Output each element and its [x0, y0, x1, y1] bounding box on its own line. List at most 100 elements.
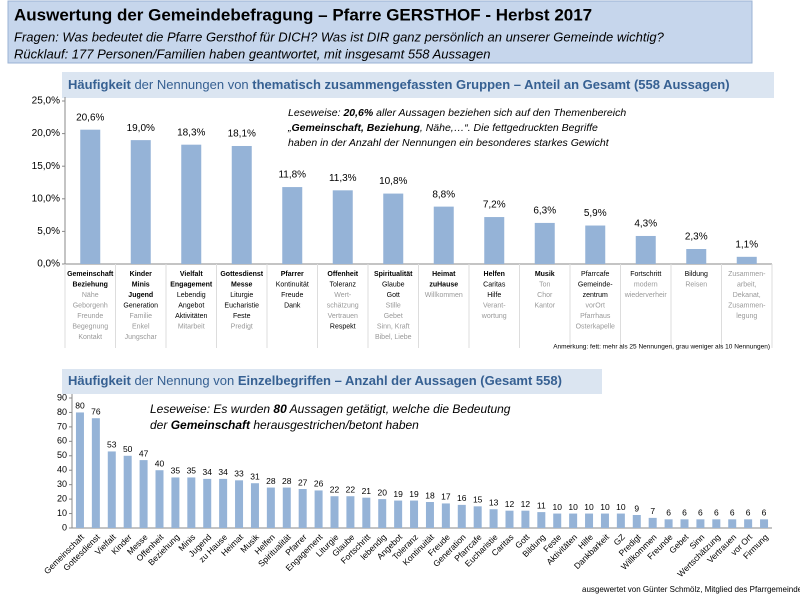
- value-label: 33: [234, 469, 244, 479]
- x-tick-label: Generation: [123, 302, 158, 309]
- value-label: 28: [266, 476, 276, 486]
- y-tick-label: 80: [57, 407, 67, 417]
- x-tick-label: Willkommen: [425, 292, 463, 299]
- value-label: 20: [377, 487, 387, 497]
- chart-title-box: [62, 369, 602, 394]
- bar: [314, 490, 323, 528]
- bar: [250, 483, 259, 528]
- bar: [123, 455, 132, 528]
- value-label: 2,3%: [685, 232, 708, 243]
- value-label: 80: [75, 401, 85, 411]
- footer: ausgewertet von Günter Schmölz, Mitglied…: [582, 585, 800, 594]
- x-tick-label: Freude: [281, 292, 303, 299]
- y-tick-label: 0: [62, 522, 67, 532]
- x-tick-label: Minis: [132, 281, 150, 288]
- bar: [473, 506, 482, 528]
- text-segment: 80: [273, 402, 287, 416]
- text-segment: aller Aussagen beziehen sich auf den The…: [373, 107, 626, 119]
- x-tick-label: wortung: [481, 313, 507, 320]
- value-label: 6: [698, 508, 703, 518]
- x-tick-label: Lebendig: [177, 292, 206, 299]
- x-tick-label: Liturgie: [230, 292, 253, 299]
- x-tick-label: Bildung: [685, 271, 708, 278]
- x-tick-label: Mitarbeit: [178, 323, 205, 330]
- value-label: 31: [250, 471, 260, 481]
- value-label: 18,3%: [177, 127, 205, 138]
- value-label: 40: [155, 458, 165, 468]
- x-tick-label: Begegnung: [72, 323, 108, 330]
- y-tick-label: 10,0%: [32, 193, 60, 204]
- y-tick-label: 0,0%: [37, 259, 60, 270]
- x-tick-label: Kinder: [130, 271, 152, 278]
- x-tick-label: Angebot: [178, 302, 204, 309]
- x-tick-label: Osterkapelle: [576, 323, 615, 330]
- x-tick-label: Aktivitäten: [175, 313, 207, 320]
- x-tick-label: Dank: [284, 302, 301, 309]
- x-tick-label: Toleranz: [330, 281, 357, 288]
- bar: [712, 519, 721, 528]
- bar: [616, 513, 625, 528]
- value-label: 10: [552, 502, 562, 512]
- bar: [155, 470, 164, 528]
- value-label: 11,3%: [329, 173, 357, 184]
- value-label: 4,3%: [634, 219, 657, 230]
- annotation: Leseweise: Es wurden 80 Aussagen getätig…: [150, 402, 511, 416]
- bar: [346, 496, 355, 528]
- bar: [569, 513, 578, 528]
- annotation: haben in der Anzahl der Nennungen ein be…: [288, 137, 610, 149]
- value-label: 6,3%: [533, 206, 556, 217]
- text-segment: Leseweise: Es wurden: [150, 402, 273, 416]
- text-segment: „: [287, 122, 292, 134]
- value-label: 18: [425, 490, 435, 500]
- note: Anmerkung: fett: mehr als 25 Nennungen, …: [553, 344, 770, 351]
- value-label: 76: [91, 406, 101, 416]
- x-tick-label: Zusammen-: [728, 302, 766, 309]
- value-label: 10: [616, 502, 626, 512]
- x-tick-label: Feste: [233, 313, 251, 320]
- bar: [181, 144, 202, 264]
- annotation: der Gemeinschaft herausgestrichen/betont…: [150, 418, 419, 432]
- bar: [298, 489, 307, 528]
- value-label: 22: [346, 484, 356, 494]
- bar: [760, 519, 769, 528]
- text-segment: der Nennung von: [131, 373, 238, 388]
- bar: [219, 478, 228, 528]
- value-label: 19: [393, 489, 403, 499]
- x-tick-label: Heimat: [432, 271, 456, 278]
- x-tick-label: vorOrt: [586, 302, 606, 309]
- value-label: 5,9%: [584, 208, 607, 219]
- bar: [203, 478, 212, 528]
- value-label: 10,8%: [379, 176, 407, 187]
- text-segment: Gemeinschaft: [171, 418, 251, 432]
- value-label: 28: [282, 476, 292, 486]
- bar: [139, 460, 148, 528]
- value-label: 11: [537, 500, 546, 510]
- annotation: „Gemeinschaft, Beziehung, Nähe,…“. Die f…: [287, 122, 598, 134]
- bar: [484, 217, 505, 264]
- value-label: 7,2%: [483, 200, 506, 211]
- x-tick-label: Wert-: [334, 292, 352, 299]
- header-line: Rücklauf: 177 Personen/Familien haben ge…: [14, 46, 490, 61]
- bar: [235, 480, 244, 528]
- text-segment: 20,6%: [342, 107, 373, 119]
- bar: [383, 193, 404, 264]
- x-tick-label: schätzung: [327, 302, 359, 309]
- text-segment: herausgestrichen/betont haben: [250, 418, 419, 432]
- text-segment: Häufigkeit: [68, 77, 132, 92]
- bar: [282, 487, 291, 528]
- bar: [521, 510, 530, 528]
- value-label: 50: [123, 444, 133, 454]
- value-label: 34: [218, 467, 228, 477]
- y-tick-label: 70: [57, 421, 67, 431]
- value-label: 21: [362, 486, 372, 496]
- bar: [332, 190, 353, 264]
- bar: [441, 503, 450, 528]
- value-label: 6: [746, 508, 751, 518]
- bar: [362, 497, 371, 528]
- x-tick-label: Stille: [386, 302, 401, 309]
- bar: [489, 509, 498, 528]
- text-segment: Leseweise:: [288, 107, 343, 119]
- text-segment: haben in der Anzahl der Nennungen ein be…: [288, 137, 610, 149]
- value-label: 19: [409, 489, 419, 499]
